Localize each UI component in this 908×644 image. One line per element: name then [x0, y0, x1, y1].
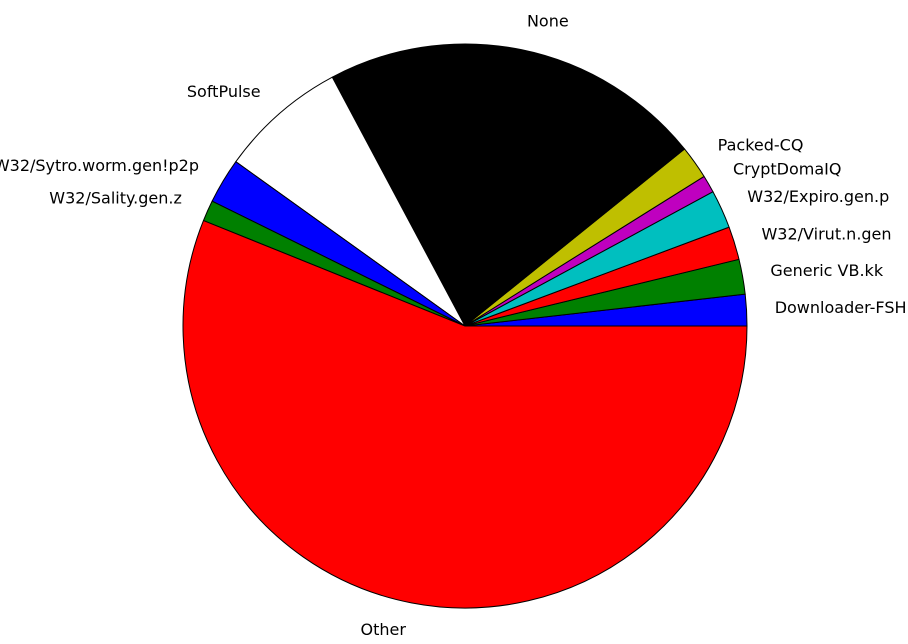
pie-labels: Downloader-FSH Generic VB.kk W32/Virut.n.g…	[0, 12, 907, 639]
pie-slice-10	[182, 220, 748, 609]
pie-label-9: W32/Sality.gen.z	[49, 189, 182, 208]
pie-label-4: CryptDomaIQ	[733, 159, 841, 178]
pie-label-7: SoftPulse	[187, 82, 261, 101]
pie-label-10: Other	[360, 620, 406, 639]
pie-slices	[182, 43, 748, 609]
pie-label-2: W32/Virut.n.gen	[761, 224, 891, 243]
pie-label-6: None	[527, 12, 569, 31]
pie-slice-6	[331, 43, 686, 327]
pie-label-3: W32/Expiro.gen.p	[747, 187, 889, 206]
pie-label-5: Packed-CQ	[718, 136, 804, 155]
pie-label-1: Generic VB.kk	[770, 261, 883, 280]
pie-slice-7	[235, 76, 466, 327]
pie-label-8: W32/Sytro.worm.gen!p2p	[0, 156, 199, 175]
pie-label-0: Downloader-FSH	[775, 298, 907, 317]
